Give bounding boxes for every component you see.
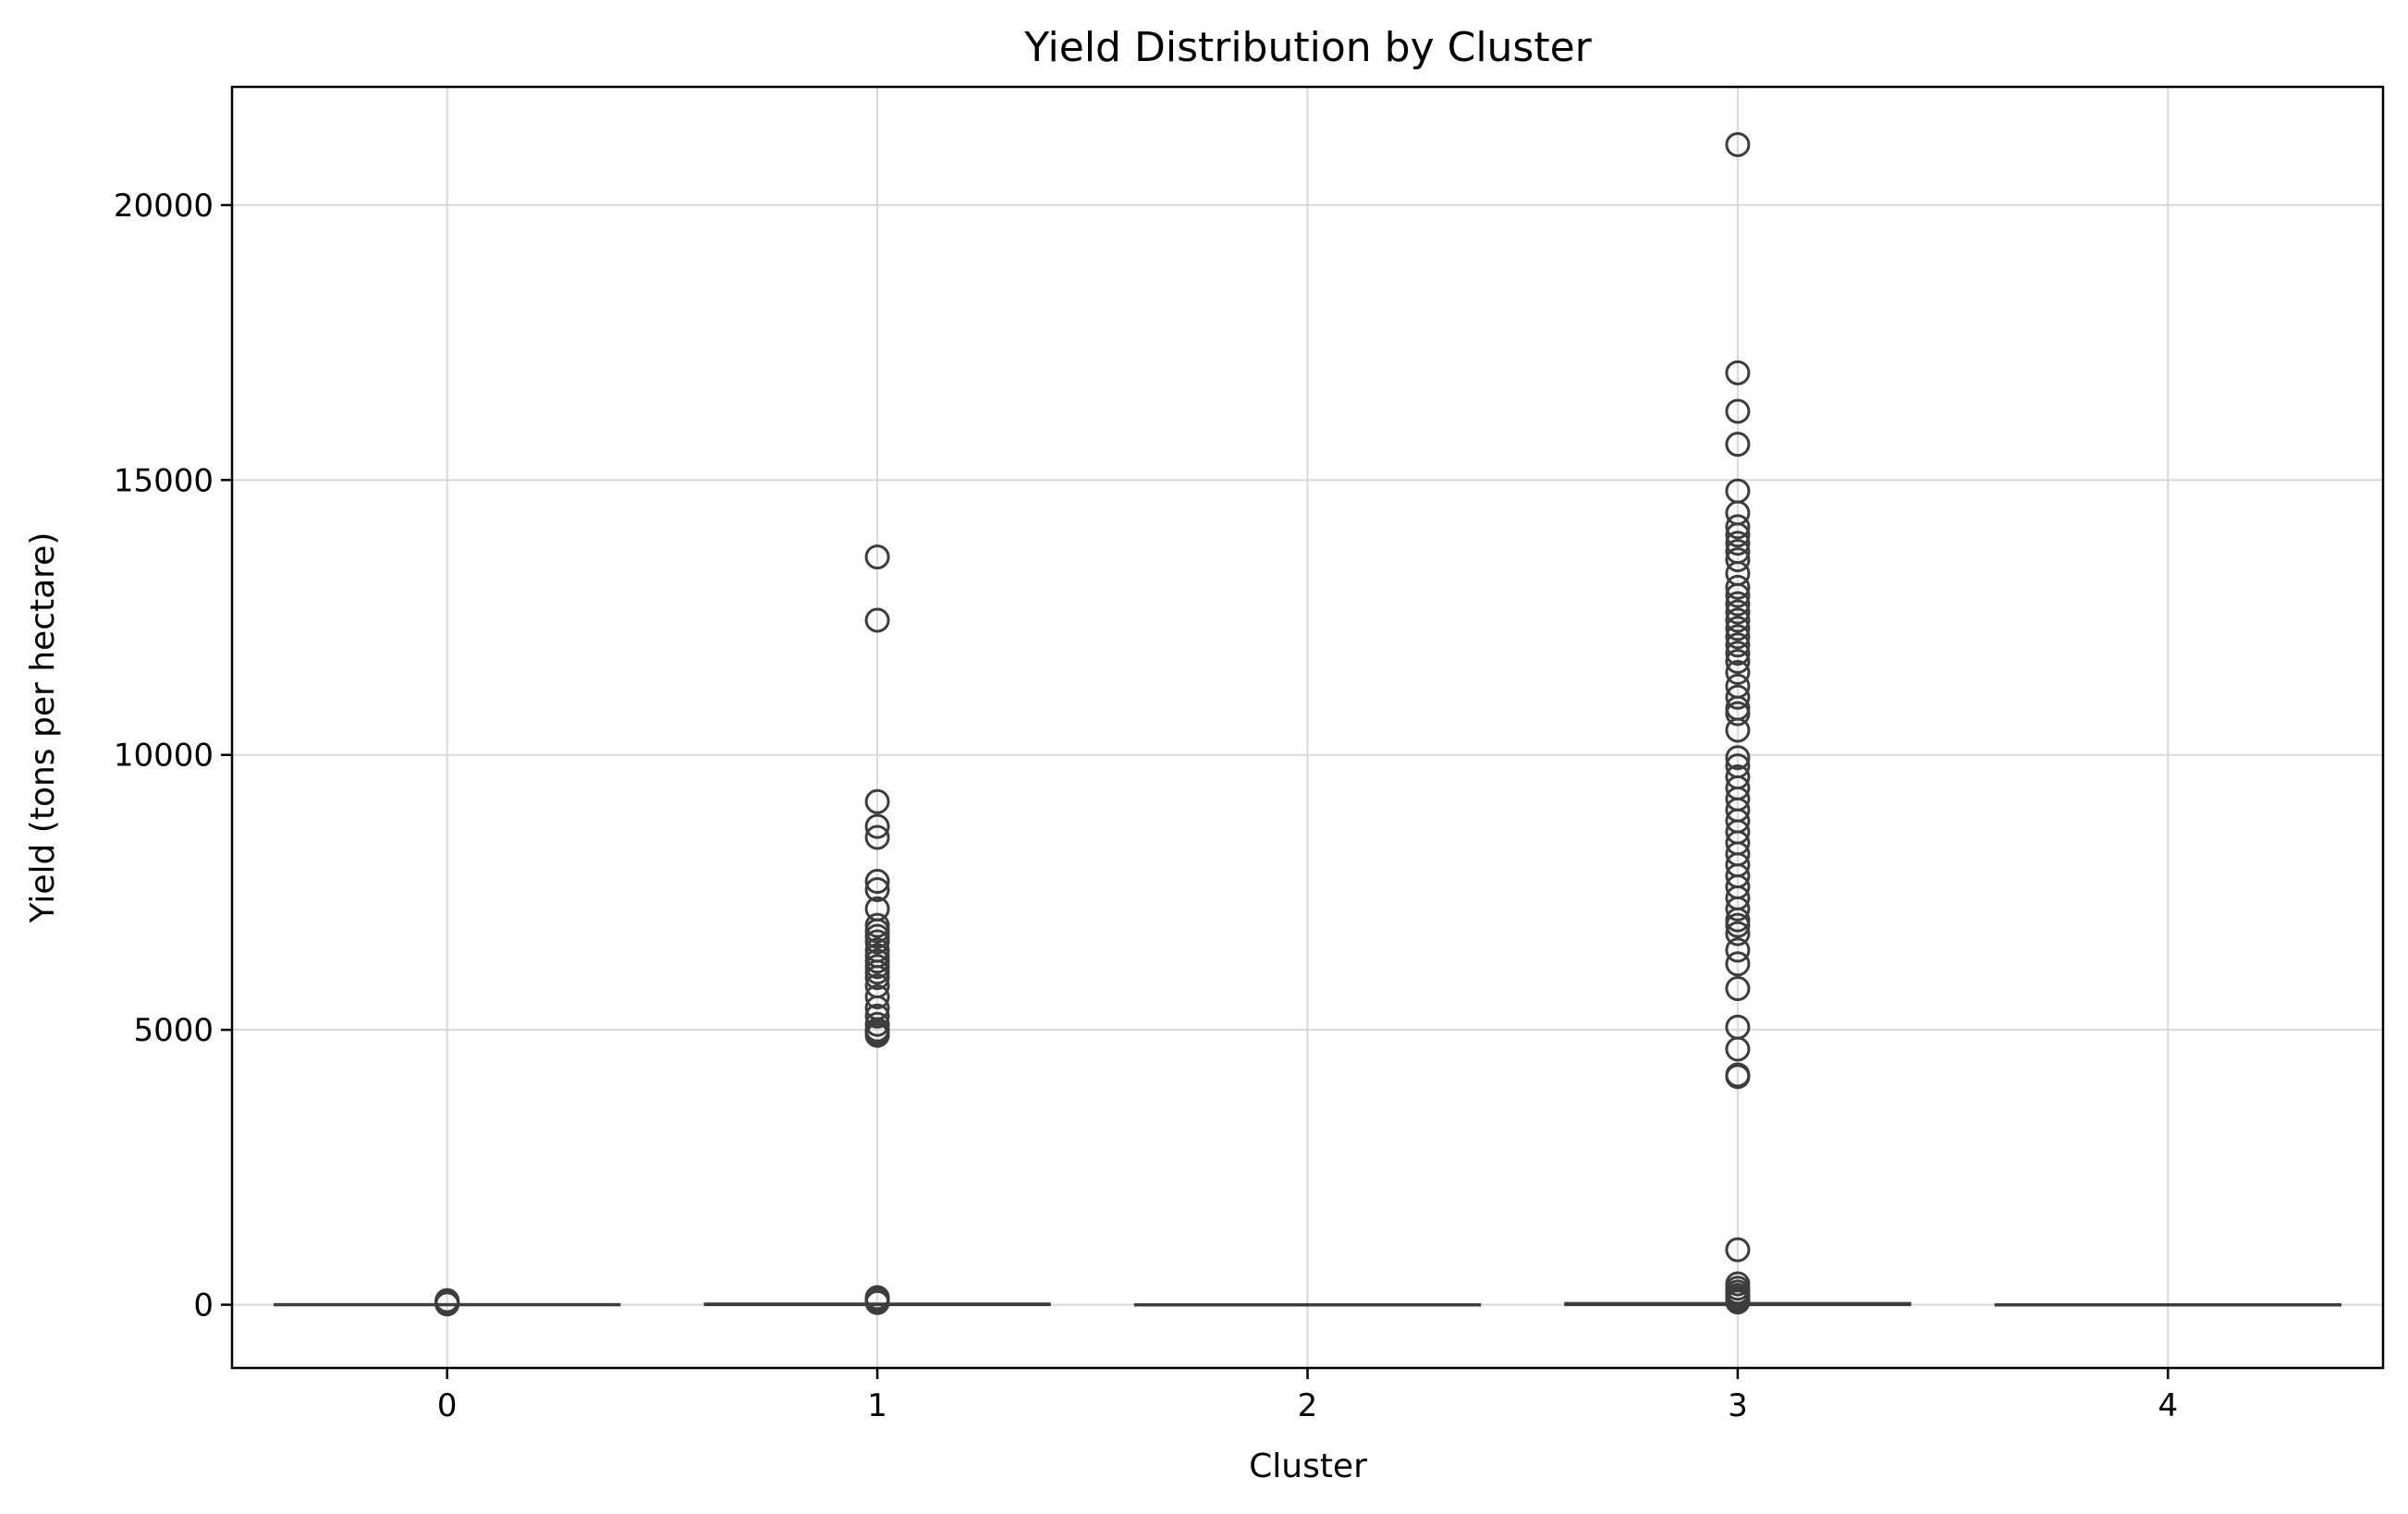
boxes-layer	[274, 131, 2341, 1317]
outlier-point	[864, 813, 890, 839]
outlier-point	[864, 912, 890, 938]
outlier-point	[864, 937, 890, 963]
outlier-point	[1725, 632, 1751, 658]
outlier-point	[864, 1011, 890, 1037]
y-tick-label: 5000	[133, 1012, 214, 1049]
outlier-point	[1725, 478, 1751, 504]
outlier-point	[1725, 1237, 1751, 1263]
y-tick-label: 10000	[114, 738, 214, 775]
outlier-point	[1725, 398, 1751, 424]
outlier-point	[864, 788, 890, 814]
outlier-point	[1725, 547, 1751, 573]
outlier-point	[864, 983, 890, 1009]
box-cluster-0	[274, 1288, 621, 1317]
outlier-point	[1725, 641, 1751, 666]
outlier-point	[864, 544, 890, 570]
y-tick-label: 0	[193, 1288, 214, 1325]
y-axis-label: Yield (tons per hectare)	[24, 532, 62, 924]
outlier-point	[1725, 514, 1751, 540]
outlier-point	[1725, 432, 1751, 458]
outlier-point	[864, 824, 890, 850]
box-cluster-3	[1564, 131, 1912, 1315]
y-tick-label: 15000	[114, 462, 214, 499]
x-tick-label: 1	[867, 1387, 887, 1424]
x-axis-label: Cluster	[1249, 1447, 1367, 1485]
outlier-point	[1725, 624, 1751, 650]
outlier-point	[864, 869, 890, 895]
outlier-point	[864, 1285, 890, 1311]
outlier-point	[1725, 684, 1751, 710]
outlier-point	[1725, 607, 1751, 633]
outlier-point	[1725, 360, 1751, 385]
box-cluster-1	[703, 544, 1051, 1315]
x-tick-label: 2	[1298, 1387, 1318, 1424]
outlier-point	[1725, 531, 1751, 556]
x-tick-label: 4	[2157, 1387, 2178, 1424]
box-cluster-4	[1994, 1302, 2341, 1307]
outlier-point	[1725, 616, 1751, 641]
outlier-point	[1725, 937, 1751, 963]
outlier-point	[1725, 764, 1751, 790]
y-tick-label: 20000	[114, 188, 214, 225]
outlier-point	[864, 607, 890, 633]
outlier-point	[1725, 753, 1751, 779]
outlier-point	[1725, 745, 1751, 771]
outlier-point	[1725, 599, 1751, 625]
outlier-point	[1725, 1271, 1751, 1297]
grid-layer	[232, 87, 2383, 1368]
outlier-point	[864, 973, 890, 999]
box-cluster-2	[1133, 1302, 1482, 1307]
outlier-point	[1725, 131, 1751, 157]
chart-title: Yield Distribution by Cluster	[1023, 24, 1592, 71]
outlier-point	[1725, 951, 1751, 977]
outlier-point	[434, 1288, 460, 1313]
outlier-point	[1725, 591, 1751, 617]
outlier-point	[1725, 649, 1751, 675]
outlier-point	[864, 896, 890, 922]
outlier-point	[1725, 921, 1751, 946]
x-tick-label: 3	[1728, 1387, 1748, 1424]
outlier-point	[1725, 673, 1751, 699]
outlier-point	[864, 1003, 890, 1029]
outlier-point	[1725, 1062, 1751, 1088]
outlier-point	[1725, 660, 1751, 686]
outlier-point	[1725, 1014, 1751, 1040]
ticks-layer: 0 5000 10000 15000 20000 0 1 2 3 4	[114, 188, 2178, 1424]
x-tick-label: 0	[437, 1387, 458, 1424]
outlier-point	[864, 876, 890, 902]
outlier-point	[1725, 574, 1751, 600]
outlier-point	[1725, 539, 1751, 565]
outlier-point	[1725, 976, 1751, 1002]
